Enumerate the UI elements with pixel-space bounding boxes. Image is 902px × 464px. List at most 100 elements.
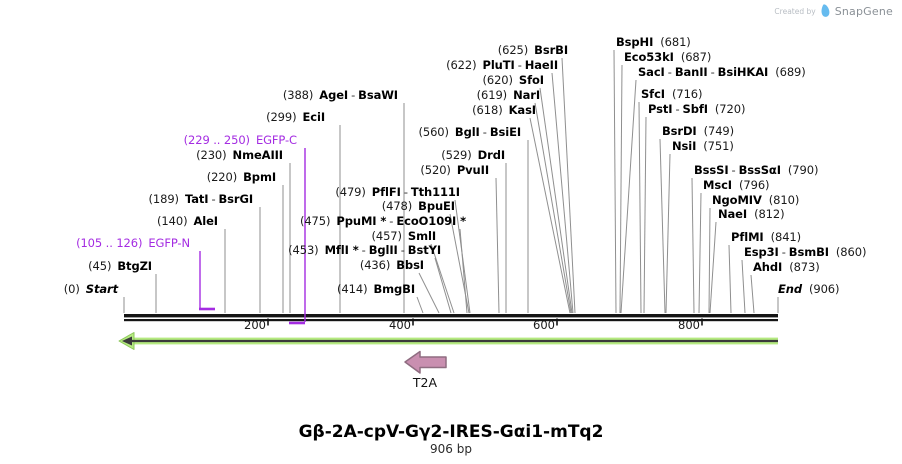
enzyme-names: SacI - BanII - BsiHKAI [638, 65, 768, 79]
site-position: (388) [282, 88, 314, 102]
site-position: (860) [835, 245, 867, 259]
enzyme-site-label[interactable]: (622) PluTI - HaeII [446, 58, 558, 72]
enzyme-site-label[interactable]: (475) PpuMI * - EcoO109I * [300, 214, 466, 228]
callout-line [741, 259, 746, 314]
enzyme-site-label[interactable]: BspHI (681) [616, 35, 691, 49]
enzyme-site-label[interactable]: (140) AleI [157, 214, 218, 228]
enzyme-names: Eco53kI [624, 50, 674, 64]
callout-line [529, 117, 571, 314]
enzyme-site-label[interactable]: (620) SfoI [482, 73, 544, 87]
enzyme-site-label[interactable]: (436) BbsI [360, 258, 424, 272]
name-separator: - [731, 163, 736, 177]
enzyme-site-label[interactable]: (625) BsrBI [498, 43, 568, 57]
sequence-bar-top-strand [124, 314, 778, 318]
callout-line [434, 257, 452, 314]
enzyme-name: NmeAIII [232, 148, 284, 162]
enzyme-site-label[interactable]: (299) EciI [266, 110, 325, 124]
enzyme-site-label[interactable]: AhdI (873) [753, 260, 820, 274]
enzyme-site-label[interactable]: MscI (796) [703, 178, 770, 192]
enzyme-name: HaeII [524, 58, 558, 72]
callout-line [449, 213, 470, 314]
enzyme-name: EciI [302, 110, 326, 124]
site-position: (220) [206, 170, 238, 184]
enzyme-site-label[interactable]: (388) AgeI - BsaWI [283, 88, 398, 102]
name-separator: - [710, 65, 715, 79]
enzyme-site-label[interactable]: (520) PvuII [420, 163, 489, 177]
ruler-number: 400 [389, 318, 411, 332]
site-position: (689) [775, 65, 806, 79]
name-separator: - [351, 88, 356, 102]
enzyme-site-label[interactable]: Esp3I - BsmBI (860) [744, 245, 866, 259]
enzyme-site-label[interactable]: NaeI (812) [718, 207, 785, 221]
enzyme-site-label[interactable]: (0) Start [64, 282, 118, 296]
enzyme-names: EciI [303, 110, 326, 124]
enzyme-names: NarI [513, 88, 540, 102]
name-separator: - [389, 214, 394, 228]
enzyme-name: BsmBI [788, 245, 829, 259]
enzyme-name: MscI [703, 178, 732, 192]
enzyme-name: NgoMIV [712, 193, 762, 207]
callout-line [619, 64, 623, 314]
site-position: (479) [335, 185, 366, 199]
enzyme-name: TatI [184, 192, 209, 206]
enzyme-site-label[interactable]: Eco53kI (687) [624, 50, 711, 64]
enzyme-site-label[interactable]: (619) NarI [477, 88, 540, 102]
enzyme-site-label[interactable]: (189) TatI - BsrGI [149, 192, 254, 206]
enzyme-site-label[interactable]: (45) BtgZI [88, 259, 152, 273]
enzyme-site-label[interactable]: End (906) [778, 282, 840, 296]
brand-name-text: SnapGene [834, 4, 893, 18]
enzyme-names: AhdI [753, 260, 782, 274]
t2a-arrow[interactable] [404, 350, 447, 374]
enzyme-site-label[interactable]: SacI - BanII - BsiHKAI (689) [638, 65, 806, 79]
name-separator: - [400, 243, 405, 257]
site-position: (716) [671, 87, 703, 101]
callout-line [495, 177, 500, 314]
callout-line [454, 199, 471, 314]
enzyme-site-label[interactable]: BssSI - BssSαI (790) [694, 163, 818, 177]
enzyme-names: PpuMI * - EcoO109I * [336, 214, 466, 228]
enzyme-name: PstI [648, 102, 673, 116]
t2a-feature-label[interactable]: T2A [412, 375, 438, 390]
enzyme-site-label[interactable]: (478) BpuEI [382, 199, 455, 213]
enzyme-name: EcoO109I * [396, 214, 466, 228]
enzyme-site-label[interactable]: (529) DrdI [441, 148, 505, 162]
enzyme-site-label[interactable]: (457) SmlI [371, 229, 436, 243]
site-position: (622) [446, 58, 477, 72]
enzyme-name: BspHI [616, 35, 654, 49]
enzyme-name: BpmI [243, 170, 276, 184]
site-position: (140) [157, 214, 188, 228]
enzyme-site-label[interactable]: (414) BmgBI [337, 282, 415, 296]
enzyme-name: PluTI [482, 58, 515, 72]
enzyme-name: BssSI [694, 163, 729, 177]
enzyme-names: BsrDI [662, 124, 697, 138]
site-position: (520) [420, 163, 451, 177]
enzyme-name: KasI [508, 103, 537, 117]
enzyme-name: EGFP-C [255, 133, 297, 147]
site-position: (790) [787, 163, 819, 177]
enzyme-site-label[interactable]: NsiI (751) [672, 139, 734, 153]
site-position: (810) [768, 193, 800, 207]
feature-label[interactable]: (229 .. 250) EGFP-C [184, 133, 297, 147]
enzyme-site-label[interactable]: (220) BpmI [207, 170, 276, 184]
enzyme-site-label[interactable]: (618) KasI [472, 103, 536, 117]
feature-label[interactable]: (105 .. 126) EGFP-N [76, 236, 190, 250]
site-position: (687) [680, 50, 712, 64]
enzyme-site-label[interactable]: NgoMIV (810) [712, 193, 799, 207]
enzyme-site-label[interactable]: PstI - SbfI (720) [648, 102, 745, 116]
enzyme-name: SfcI [641, 87, 665, 101]
enzyme-name: BanII [674, 65, 708, 79]
enzyme-site-label[interactable]: PflMI (841) [731, 230, 801, 244]
enzyme-site-label[interactable]: BsrDI (749) [662, 124, 734, 138]
enzyme-site-label[interactable]: (230) NmeAIII [196, 148, 283, 162]
branding: Created by SnapGene [774, 4, 893, 18]
enzyme-site-label[interactable]: (560) BglI - BsiEI [418, 125, 521, 139]
callout-line [665, 153, 671, 314]
site-position: (749) [703, 124, 735, 138]
enzyme-site-label[interactable]: (479) PflFI - Tth111I [335, 185, 460, 199]
enzyme-site-label[interactable]: (453) MflI * - BglII - BstYI [288, 243, 441, 257]
ruler-number: 600 [533, 318, 555, 332]
site-position: (457) [371, 229, 402, 243]
enzyme-site-label[interactable]: SfcI (716) [641, 87, 703, 101]
ruler-number: 800 [678, 318, 700, 332]
